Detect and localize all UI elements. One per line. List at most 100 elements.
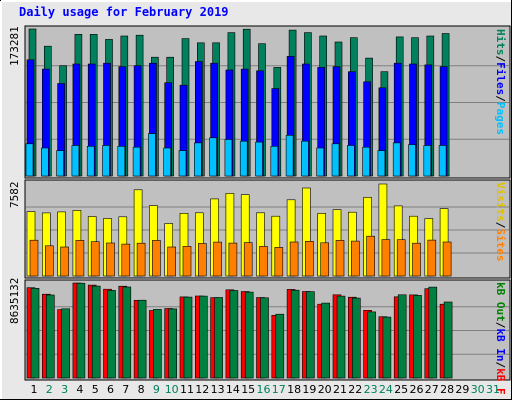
legend-files: Files — [494, 62, 507, 96]
x-label-day-10: 10 — [164, 383, 179, 396]
sites-bar-26 — [412, 242, 421, 277]
sites-bar-21 — [335, 240, 345, 277]
kb-in-bar-26 — [413, 295, 422, 379]
kb-in-bar-3 — [61, 308, 70, 379]
sites-bar-15 — [243, 242, 253, 277]
x-label-day-9: 9 — [152, 383, 160, 396]
pages-bar-26 — [408, 144, 416, 177]
pages-bar-5 — [86, 146, 95, 177]
kb-in-bar-6 — [107, 290, 116, 379]
kb-in-bar-17 — [275, 313, 285, 379]
sites-bar-3 — [60, 246, 69, 277]
sites-bar-5 — [90, 241, 100, 277]
legend-top: Hits/Files/Pages — [494, 29, 507, 135]
pages-bar-25 — [392, 142, 401, 177]
sites-bar-4 — [75, 240, 85, 277]
pages-bar-4 — [71, 145, 80, 177]
pages-bar-13 — [209, 137, 217, 177]
pages-bar-7 — [117, 146, 126, 177]
pages-bar-23 — [362, 146, 370, 177]
x-label-day-27: 27 — [424, 383, 439, 396]
legend-bot: kB Out/kB In/kB F — [494, 282, 507, 395]
kb-in-bar-23 — [367, 311, 376, 379]
legend-kb-in: kB In — [494, 328, 507, 362]
pages-bar-1 — [25, 143, 34, 177]
kb-in-bar-27 — [428, 286, 438, 379]
pages-bar-3 — [56, 150, 64, 177]
sites-bar-2 — [44, 245, 54, 277]
x-label-day-7: 7 — [122, 383, 130, 396]
x-label-day-16: 16 — [256, 383, 271, 396]
sites-bar-24 — [381, 239, 391, 277]
x-label-day-24: 24 — [378, 383, 393, 396]
chart-title: Daily usage for February 2019 — [19, 5, 229, 19]
x-label-day-14: 14 — [225, 383, 240, 396]
x-label-day-31: 31 — [486, 383, 500, 396]
legend-kb-out: kB Out — [494, 282, 507, 322]
pages-bar-21 — [331, 143, 340, 177]
pages-bar-20 — [316, 147, 325, 177]
kb-in-bar-10 — [168, 308, 177, 379]
x-label-day-29: 29 — [455, 383, 470, 396]
kb-in-bar-19 — [306, 291, 315, 379]
legend-sites: Sites — [494, 228, 507, 262]
pages-bar-2 — [40, 147, 49, 177]
x-label-day-30: 30 — [470, 383, 485, 396]
x-label-day-6: 6 — [107, 383, 114, 396]
sites-bar-11 — [182, 246, 192, 277]
kb-in-bar-24 — [382, 316, 392, 379]
y-max-label-visits: 7582 — [8, 181, 21, 209]
pages-bar-9 — [148, 133, 156, 177]
x-label-day-3: 3 — [61, 383, 69, 396]
y-max-label-hits: 173281 — [8, 26, 21, 66]
kb-in-bar-18 — [290, 289, 300, 379]
x-label-day-13: 13 — [210, 383, 225, 396]
pages-bar-28 — [438, 145, 447, 177]
kb-in-bar-16 — [260, 297, 269, 379]
sites-bar-14 — [228, 242, 238, 277]
pages-bar-27 — [423, 145, 432, 177]
pages-bar-6 — [102, 145, 110, 177]
pages-bar-24 — [377, 150, 386, 177]
kb-in-bar-20 — [321, 302, 331, 379]
sites-bar-7 — [121, 243, 131, 277]
x-label-day-18: 18 — [287, 383, 302, 396]
pages-bar-14 — [224, 139, 233, 177]
kb-in-bar-21 — [336, 295, 346, 379]
sites-bar-8 — [136, 242, 146, 277]
sites-bar-28 — [442, 241, 452, 277]
sites-bar-17 — [274, 247, 284, 277]
x-label-day-2: 2 — [45, 383, 53, 396]
sites-bar-19 — [305, 241, 314, 277]
pages-bar-22 — [346, 145, 355, 177]
x-label-day-26: 26 — [409, 383, 424, 396]
legend-visits: Visits — [494, 182, 507, 222]
kb-in-bar-2 — [45, 294, 55, 379]
kb-in-bar-22 — [351, 297, 361, 379]
x-label-day-1: 1 — [30, 383, 38, 396]
kb-in-bar-9 — [153, 309, 162, 379]
kb-in-bar-14 — [229, 290, 239, 379]
x-label-day-21: 21 — [333, 383, 347, 396]
x-label-day-4: 4 — [76, 383, 84, 396]
pages-bar-10 — [163, 147, 171, 177]
sites-bar-27 — [427, 239, 437, 277]
x-label-day-5: 5 — [91, 383, 99, 396]
sites-bar-23 — [366, 235, 375, 277]
sites-bar-9 — [152, 240, 161, 277]
pages-bar-15 — [239, 140, 248, 177]
kb-in-bar-7 — [122, 286, 132, 379]
kb-in-bar-4 — [76, 282, 86, 379]
sites-bar-22 — [350, 240, 360, 277]
sites-bar-12 — [198, 243, 207, 277]
pages-bar-11 — [178, 150, 187, 177]
sites-bar-20 — [320, 242, 330, 277]
sites-bar-13 — [213, 241, 222, 277]
kb-in-bar-12 — [199, 295, 208, 379]
legend-hits: Hits — [494, 29, 507, 56]
x-label-day-19: 19 — [302, 383, 317, 396]
sites-bar-16 — [259, 246, 268, 277]
kb-in-bar-13 — [214, 297, 223, 379]
kb-in-bar-5 — [91, 285, 101, 379]
